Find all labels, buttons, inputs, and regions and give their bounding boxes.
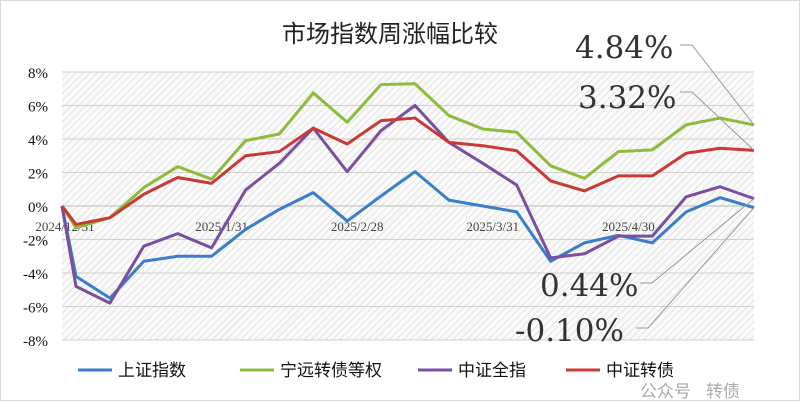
legend-label: 宁远转债等权 [280, 361, 382, 381]
legend-label: 上证指数 [118, 361, 186, 381]
x-tick-label: 2025/4/30 [602, 219, 655, 234]
series-line-1 [60, 82, 755, 230]
y-tick-label: -2% [23, 234, 48, 250]
series-line-3 [60, 116, 755, 226]
y-tick-label: 8% [28, 66, 48, 82]
annotation-label: 3.32% [578, 80, 676, 116]
y-tick-label: -6% [23, 301, 48, 317]
x-tick-label: 2025/2/28 [331, 219, 384, 234]
x-tick-label: 2025/3/31 [466, 219, 519, 234]
annotation-leader-line [640, 198, 755, 284]
watermark-text: 转债 [706, 382, 740, 401]
watermark-text: 公众号 [640, 382, 691, 401]
y-tick-label: 0% [28, 200, 48, 216]
annotation-leader-line [680, 91, 755, 151]
y-tick-label: -8% [23, 334, 48, 350]
legend-label: 中证转债 [606, 361, 674, 381]
annotation-label: -0.10% [515, 313, 624, 349]
y-tick-label: -4% [23, 267, 48, 283]
annotation-label: 0.44% [540, 268, 638, 304]
chart-title: 市场指数周涨幅比较 [282, 20, 498, 48]
annotation-label: 4.84% [575, 30, 673, 66]
annotation-leader-line [680, 44, 755, 126]
legend-label: 中证全指 [458, 361, 526, 381]
y-tick-label: 2% [28, 167, 48, 183]
annotation-leader-line [636, 207, 755, 329]
y-tick-label: 6% [28, 100, 48, 116]
y-tick-label: 4% [28, 133, 48, 149]
x-tick-label: 2025/1/31 [195, 219, 248, 234]
series-line-0 [60, 170, 755, 300]
